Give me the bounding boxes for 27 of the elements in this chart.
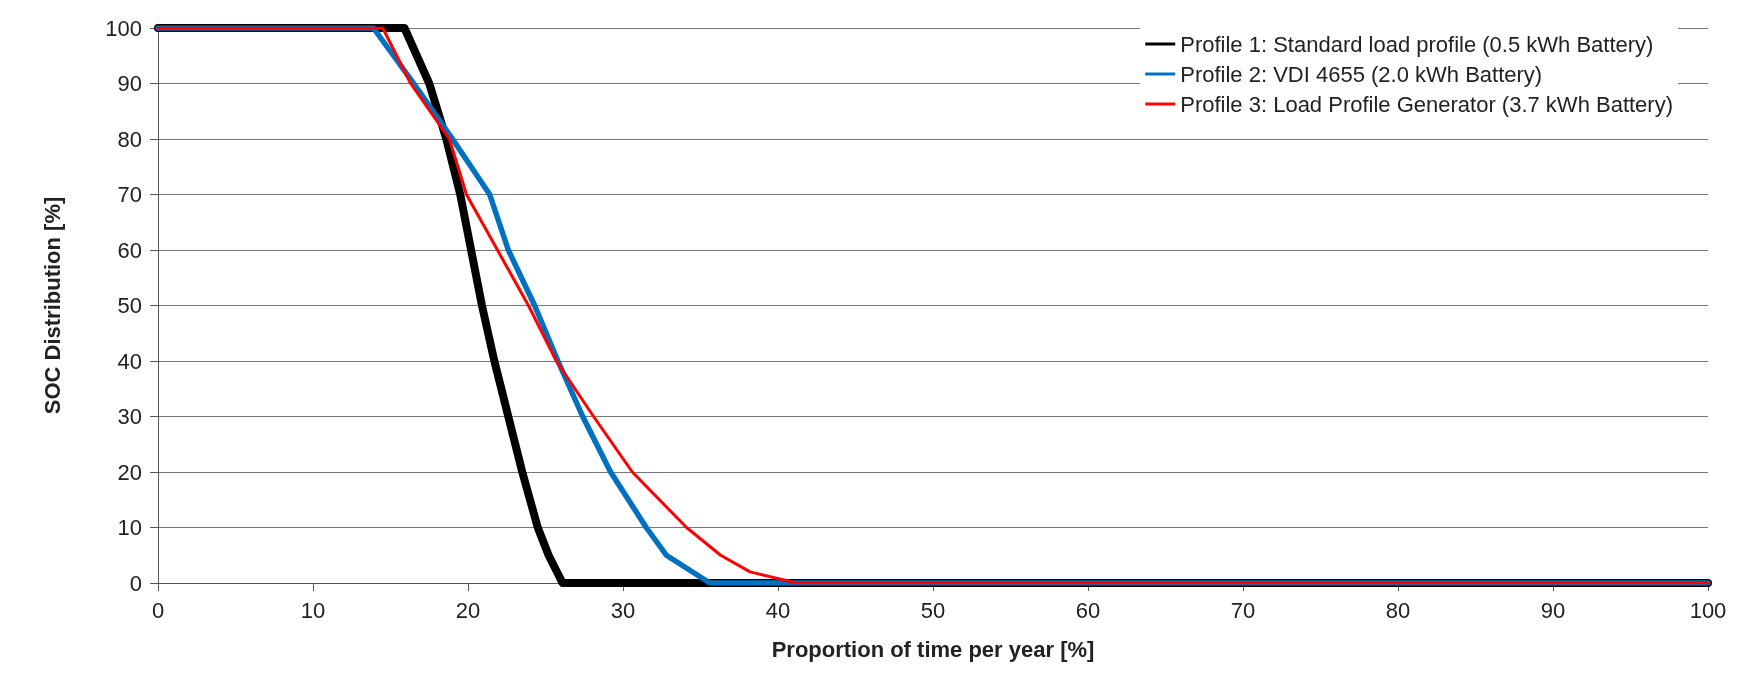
y-tick-label: 30 [117,404,142,429]
y-axis-title: SOC Distribution [%] [39,196,65,415]
x-axis-title: Proportion of time per year [%] [771,636,1095,662]
y-tick-label: 0 [129,570,142,596]
y-tick-label: 10 [117,515,142,540]
y-tick-label: 40 [117,348,142,374]
x-tick-label: 50 [920,597,946,623]
x-tick-label: 0 [151,597,165,623]
legend-label: Profile 3: Load Profile Generator (3.7 kWh Battery) [1180,91,1673,117]
y-tick-label: 100 [105,15,142,41]
y-tick-label: 20 [117,459,142,485]
x-tick-label: 70 [1230,597,1256,623]
y-tick-label: 80 [117,126,142,152]
x-tick-label: 60 [1075,597,1101,623]
y-tick-label: 90 [117,71,142,96]
x-tick-label: 80 [1385,597,1411,623]
x-tick-label: 20 [455,597,481,623]
legend-label: Profile 2: VDI 4655 (2.0 kWh Battery) [1180,61,1543,87]
x-tick-label: 10 [300,597,326,623]
x-tick-label: 30 [610,597,636,623]
legend-label: Profile 1: Standard load profile (0.5 kWh Battery) [1180,31,1654,57]
x-tick-label: 90 [1540,597,1566,623]
y-tick-label: 70 [117,182,142,207]
y-tick-label: 50 [117,293,142,318]
x-tick-label: 100 [1689,597,1727,623]
y-tick-label: 60 [117,237,142,263]
x-tick-label: 40 [765,597,791,623]
